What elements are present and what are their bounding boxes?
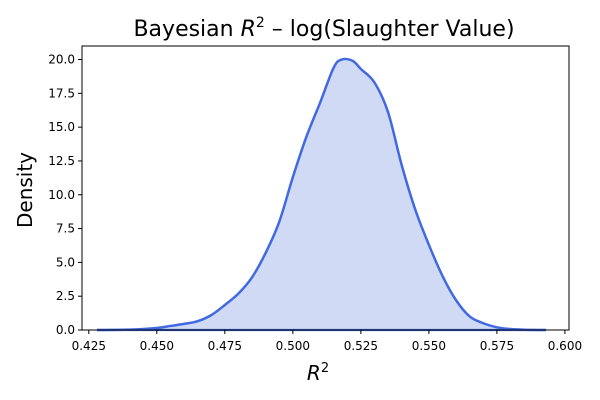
plot-area [81, 45, 570, 332]
x-tick-label: 0.575 [480, 339, 514, 353]
title-symbol: R [241, 17, 256, 42]
y-tick-label: 10.0 [48, 188, 75, 202]
title-superscript: 2 [256, 15, 265, 31]
y-tick-label: 2.5 [56, 289, 75, 303]
x-tick-label: 0.425 [72, 339, 106, 353]
y-tick-label: 0.0 [56, 323, 75, 337]
title-prefix: Bayesian [133, 17, 240, 42]
plot-frame [81, 45, 570, 331]
y-tick-label: 7.5 [56, 222, 75, 236]
chart-title: Bayesian R2 – log(Slaughter Value) [133, 15, 514, 42]
axis-ticks: 0.425 0.450 0.475 0.500 0.525 0.550 0.575 0.600… [48, 53, 582, 353]
x-tick-label: 0.525 [344, 339, 378, 353]
x-tick-label: 0.475 [208, 339, 242, 353]
y-tick-label: 17.5 [48, 86, 75, 100]
y-tick-label: 20.0 [48, 53, 75, 67]
y-tick-label: 12.5 [48, 154, 75, 168]
title-suffix: – log(Slaughter Value) [265, 17, 515, 42]
y-tick-label: 5.0 [56, 255, 75, 269]
x-tick-label: 0.600 [548, 339, 582, 353]
density-fill-area [96, 59, 546, 330]
x-axis-label: R2 [307, 361, 329, 385]
x-tick-label: 0.500 [276, 339, 310, 353]
x-label-superscript: 2 [321, 361, 329, 376]
density-line [96, 57, 546, 332]
x-tick-label: 0.450 [140, 339, 174, 353]
y-axis-label: Density [13, 152, 37, 228]
y-tick-label: 15.0 [48, 120, 75, 134]
x-tick-label: 0.550 [412, 339, 446, 353]
x-label-symbol: R [307, 361, 321, 385]
